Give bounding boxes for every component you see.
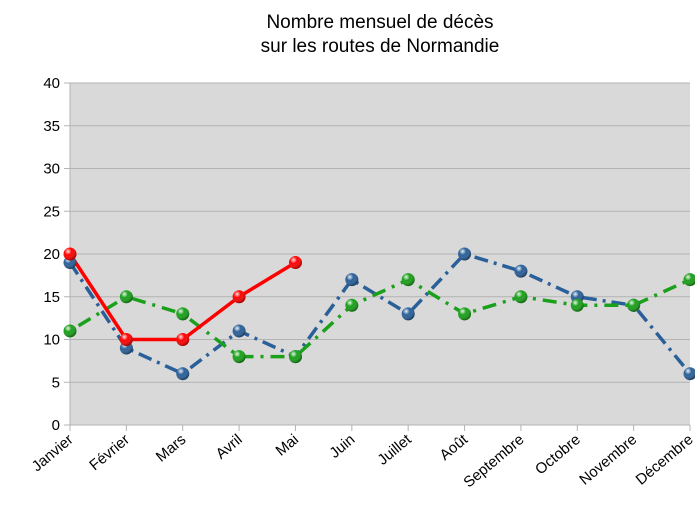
point-shine — [458, 307, 472, 321]
point-shine — [458, 247, 472, 261]
point-shine — [401, 273, 415, 287]
x-tick-label: Octobre — [532, 431, 584, 478]
y-tick-label: 35 — [43, 118, 60, 135]
point-shine — [232, 350, 246, 364]
point — [232, 350, 246, 364]
point-shine — [345, 298, 359, 312]
point-shine — [232, 324, 246, 338]
point — [514, 264, 528, 278]
point-shine — [570, 298, 584, 312]
point-shine — [176, 307, 190, 321]
series-line — [69, 277, 691, 359]
point — [232, 324, 246, 338]
point — [570, 298, 584, 312]
point-shine — [119, 290, 133, 304]
x-tick-label: Septembre — [460, 431, 527, 491]
point — [345, 273, 359, 287]
point-shine — [401, 307, 415, 321]
point — [683, 273, 695, 287]
point — [401, 307, 415, 321]
point — [63, 324, 77, 338]
point-shine — [627, 298, 641, 312]
point-shine — [119, 333, 133, 346]
point — [345, 298, 359, 312]
y-tick-label: 15 — [43, 289, 60, 306]
point-shine — [683, 367, 695, 381]
point-shine — [288, 350, 302, 364]
y-tick-label: 10 — [43, 332, 60, 349]
point — [627, 298, 641, 312]
point — [401, 273, 415, 287]
point-shine — [345, 273, 359, 287]
point — [458, 247, 472, 261]
point-shine — [176, 333, 190, 346]
y-tick-label: 5 — [52, 374, 60, 391]
x-tick-label: Janvier — [29, 431, 77, 475]
point-shine — [514, 264, 528, 278]
point — [63, 247, 77, 261]
x-tick-label: Décembre — [633, 431, 695, 489]
point — [683, 367, 695, 381]
point — [176, 307, 190, 321]
point — [458, 307, 472, 321]
chart-title: sur les routes de Normandie — [261, 36, 500, 57]
point-shine — [683, 273, 695, 287]
point — [176, 367, 190, 381]
x-tick-label: Février — [86, 431, 133, 474]
x-tick-label: Août — [437, 431, 472, 464]
x-tick-label: Juin — [326, 431, 358, 462]
x-tick-label: Mai — [273, 431, 302, 460]
series-line — [68, 252, 692, 376]
x-tick-label: Mars — [153, 431, 189, 465]
point-shine — [232, 290, 246, 304]
x-tick-label: Juillet — [374, 431, 415, 469]
chart-title: Nombre mensuel de décès — [266, 12, 493, 33]
point — [232, 290, 246, 304]
point-shine — [176, 367, 190, 381]
point — [288, 256, 302, 270]
point-shine — [288, 256, 302, 270]
point — [288, 350, 302, 364]
y-tick-label: 40 — [43, 75, 60, 92]
point — [119, 290, 133, 304]
point — [514, 290, 528, 304]
point — [176, 333, 190, 346]
point-shine — [63, 324, 77, 338]
y-tick-label: 0 — [52, 417, 60, 434]
point-shine — [514, 290, 528, 304]
y-tick-label: 20 — [43, 246, 60, 263]
point — [119, 333, 133, 346]
y-tick-label: 30 — [43, 161, 60, 178]
point-shine — [63, 247, 77, 261]
y-tick-label: 25 — [43, 203, 60, 220]
x-tick-label: Avril — [213, 431, 246, 463]
x-tick-label: Novembre — [576, 431, 640, 489]
